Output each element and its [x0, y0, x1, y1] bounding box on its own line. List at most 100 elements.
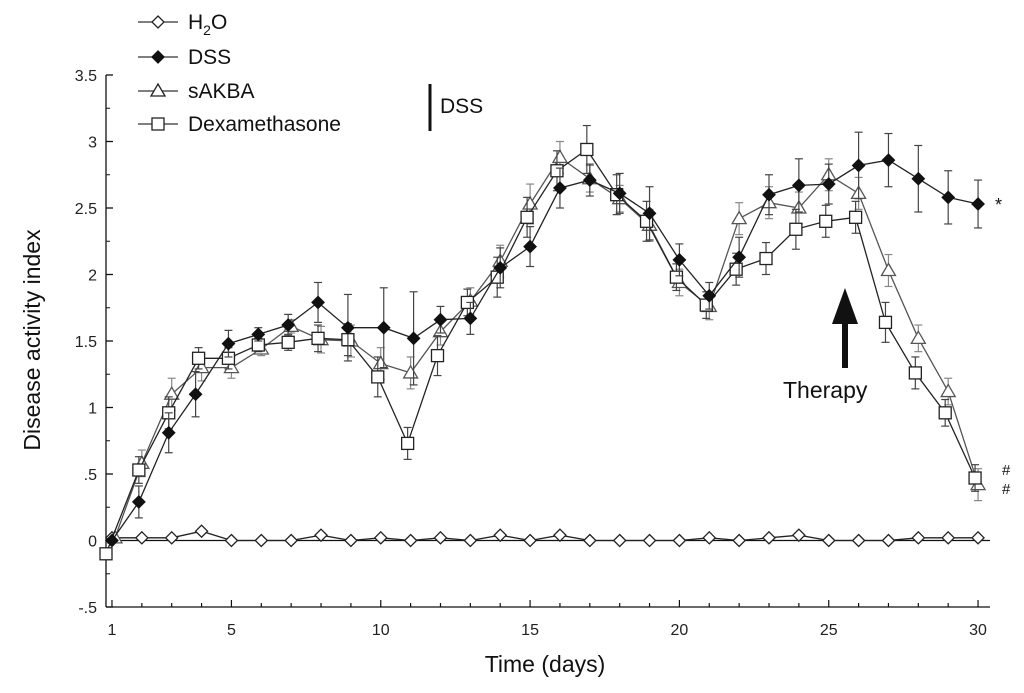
- x-tick-label: 10: [372, 622, 390, 639]
- dss-point: [311, 295, 325, 310]
- dexamethasone-point: [520, 210, 534, 224]
- x-tick-label: 20: [671, 622, 689, 639]
- dss-point: [523, 239, 538, 254]
- h2o-point: [911, 530, 926, 545]
- dss-point: [851, 158, 866, 173]
- dss-point: [553, 181, 567, 195]
- dexamethasone-point: [878, 315, 893, 330]
- dss-point: [376, 320, 391, 335]
- significance-hash-sakba: #: [1002, 462, 1011, 479]
- dss-point: [340, 320, 355, 335]
- therapy-label: Therapy: [783, 377, 868, 403]
- h2o-point: [373, 530, 388, 545]
- h2o-point: [971, 530, 985, 545]
- x-tick-label: 15: [521, 622, 539, 639]
- series-h2o: [105, 524, 985, 548]
- dss-point: [188, 387, 203, 402]
- dexamethasone-point: [132, 463, 146, 477]
- significance-star-dss: *: [995, 195, 1002, 215]
- h2o-point: [463, 533, 478, 548]
- legend-label-sakba: sAKBA: [188, 80, 255, 103]
- x-tick-label: 25: [820, 622, 838, 639]
- sakba-point: [551, 149, 569, 164]
- h2o-point: [314, 528, 328, 543]
- legend-marker-dexamethasone: [151, 117, 165, 131]
- dss-point: [105, 533, 119, 548]
- dss-point: [493, 260, 508, 275]
- dss-point: [582, 173, 597, 187]
- legend-label-dss: DSS: [188, 46, 231, 69]
- dss-point: [881, 153, 896, 168]
- dexamethasone-point: [848, 210, 863, 224]
- h2o-point: [732, 533, 747, 548]
- significance-hash-dexamethasone: #: [1002, 481, 1011, 498]
- dexamethasone-point: [729, 262, 743, 276]
- h2o-point: [523, 533, 538, 548]
- dss-point: [672, 252, 687, 267]
- legend-group-label: DSS: [440, 95, 483, 118]
- dss-point: [971, 197, 985, 211]
- dexamethasone-point: [311, 331, 325, 345]
- axes-layer: -.50.511.522.533.51 5 10 15 20 25 30: [75, 68, 990, 639]
- dexamethasone-point: [99, 547, 113, 561]
- dexamethasone-point: [281, 335, 295, 349]
- dss-point: [221, 336, 236, 351]
- dss-point: [406, 331, 421, 346]
- y-axis-title: Disease activity index: [19, 229, 45, 451]
- legend-marker-dss: [151, 50, 165, 64]
- sakba-point: [163, 385, 180, 400]
- h2o-point: [702, 530, 717, 545]
- y-tick-label: 1: [88, 401, 97, 418]
- y-tick-label: 2.5: [75, 201, 97, 218]
- dexamethasone-point: [580, 142, 594, 157]
- h2o-point: [553, 528, 567, 543]
- dexamethasone-point: [669, 270, 684, 284]
- series-layer: [99, 124, 987, 561]
- h2o-point: [941, 530, 956, 545]
- dss-point: [281, 318, 296, 332]
- x-axis-title: Time (days): [485, 651, 606, 677]
- dss-point: [702, 288, 717, 303]
- h2o-point: [284, 533, 299, 548]
- h2o-line: [112, 530, 979, 542]
- dss-point: [791, 178, 806, 193]
- legend: H2O DSS sAKBA Dexamethasone DSS: [138, 11, 483, 136]
- h2o-point: [881, 533, 896, 548]
- dexamethasone-point: [938, 406, 952, 420]
- dss-point: [463, 311, 478, 326]
- therapy-annotation: Therapy: [783, 288, 868, 403]
- sakba-point: [372, 355, 389, 370]
- x-tick-label: 5: [227, 622, 236, 639]
- y-tick-label: 0: [88, 534, 97, 551]
- legend-label-dexamethasone: Dexamethasone: [188, 113, 341, 136]
- therapy-arrow-head: [832, 288, 858, 324]
- y-tick-label: 1.5: [75, 334, 97, 351]
- h2o-point: [254, 533, 269, 548]
- y-tick-label: 3: [88, 135, 97, 152]
- sakba-point: [940, 383, 957, 398]
- h2o-point: [672, 533, 687, 548]
- legend-marker-sakba: [149, 82, 167, 97]
- legend-label-h2o: H2O: [188, 11, 227, 38]
- h2o-point: [762, 530, 776, 545]
- y-tick-label: .5: [84, 467, 97, 484]
- h2o-point: [493, 528, 508, 543]
- sakba-point: [910, 330, 927, 344]
- dexamethasone-point: [789, 222, 803, 236]
- dss-line: [111, 159, 979, 541]
- sakba-point: [731, 210, 748, 225]
- dexamethasone-point: [191, 351, 206, 365]
- y-tick-label: 2: [88, 268, 97, 285]
- h2o-point: [403, 533, 418, 548]
- dss-point: [732, 250, 747, 265]
- dss-point: [433, 312, 448, 327]
- legend-marker-h2o: [151, 15, 165, 29]
- h2o-point: [612, 533, 627, 548]
- dexamethasone-point: [400, 436, 415, 451]
- dss-point: [821, 177, 836, 191]
- h2o-point: [851, 533, 866, 548]
- dss-point: [911, 171, 926, 186]
- dss-point: [612, 186, 627, 201]
- h2o-point: [642, 533, 657, 548]
- dexamethasone-point: [968, 471, 982, 485]
